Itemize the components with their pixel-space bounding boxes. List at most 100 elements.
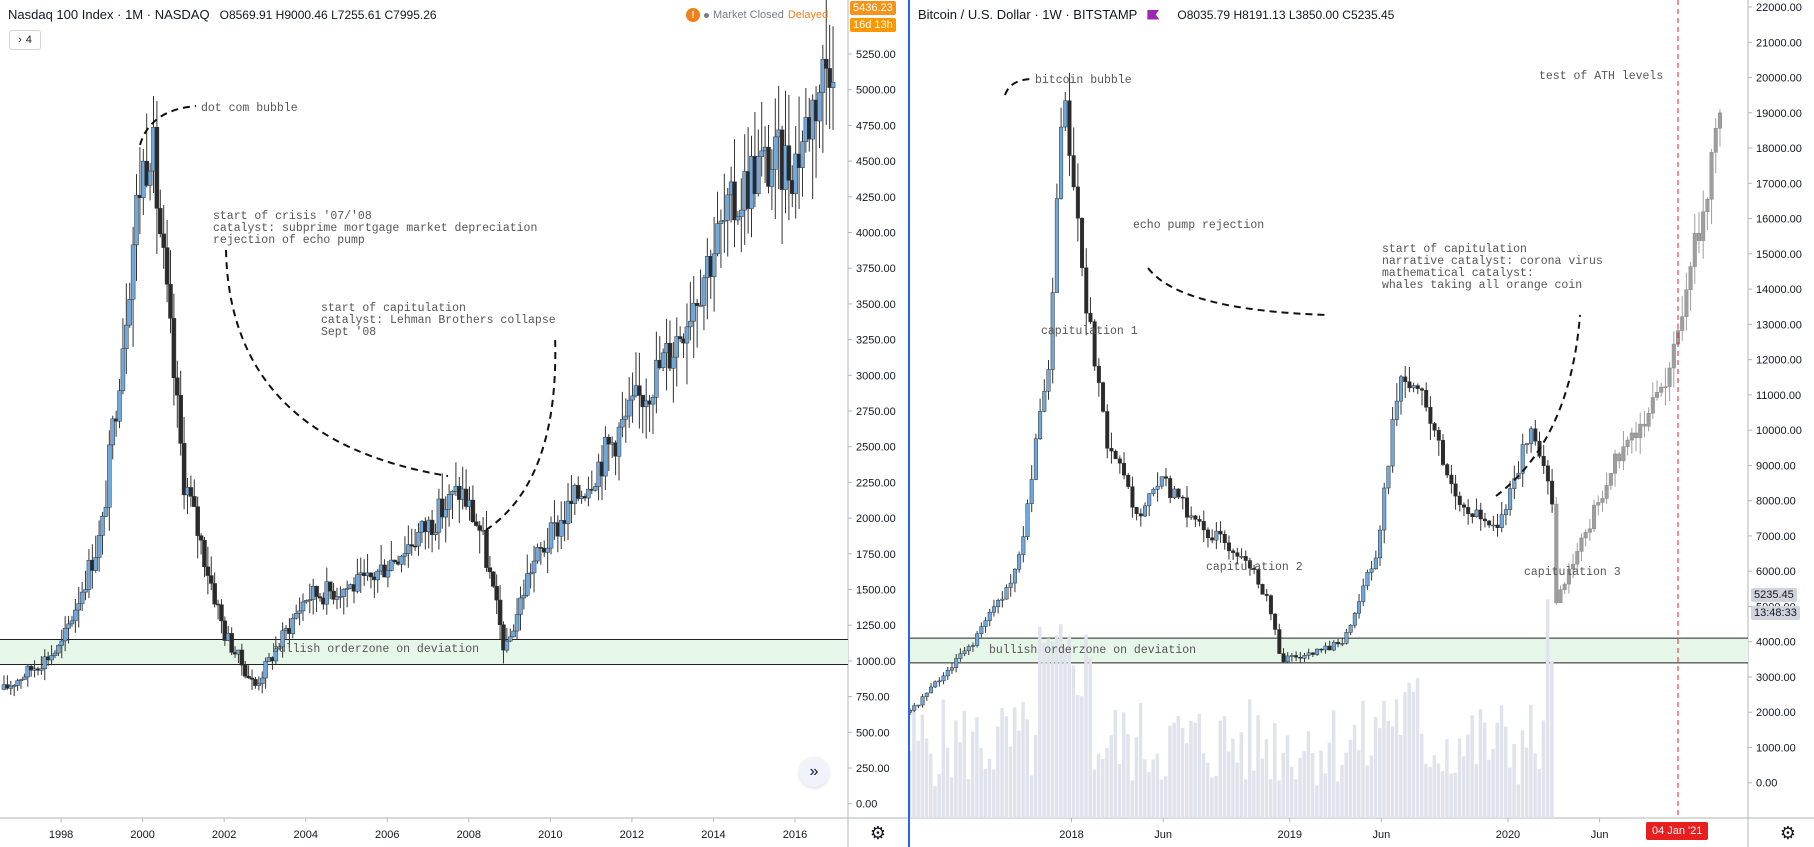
annotation-text: test of ATH levels bbox=[1539, 70, 1663, 83]
candle-body bbox=[1319, 648, 1324, 651]
candle-body bbox=[565, 500, 571, 524]
candle-body bbox=[1101, 382, 1106, 412]
candle-body bbox=[324, 581, 330, 605]
volume-bar bbox=[1352, 724, 1357, 818]
volume-bar bbox=[1138, 702, 1143, 818]
volume-bar bbox=[1210, 777, 1214, 818]
candle-body bbox=[1621, 446, 1626, 462]
nasdaq-chart[interactable]: 0.00 250.00 500.00 750.00 1000.00 1250.00 1500… bbox=[0, 0, 908, 847]
candle-body bbox=[735, 216, 741, 221]
volume-bar bbox=[1537, 769, 1542, 818]
candle-body bbox=[1461, 504, 1466, 508]
candle-body bbox=[1499, 514, 1504, 528]
volume-bar bbox=[1508, 767, 1512, 818]
pane-divider[interactable] bbox=[908, 0, 910, 847]
candle-body bbox=[1231, 550, 1236, 553]
nasdaq-chart-pane[interactable]: 0.00 250.00 500.00 750.00 1000.00 1250.00 1500… bbox=[0, 0, 908, 847]
price-tick-label: 4000.00 bbox=[856, 227, 896, 239]
candle-body bbox=[154, 126, 160, 209]
candle-body bbox=[1117, 458, 1122, 464]
price-tick-label: 3000.00 bbox=[1756, 672, 1796, 684]
candle-body bbox=[450, 490, 455, 495]
symbol-title[interactable]: Nasdaq 100 Index · 1M · NASDAQ bbox=[8, 7, 210, 22]
indicators-toggle-button[interactable]: › 4 bbox=[9, 30, 41, 50]
settings-gear-icon[interactable]: ⚙ bbox=[869, 822, 887, 843]
candle-body bbox=[1403, 376, 1408, 382]
candle-body bbox=[518, 597, 523, 615]
candle-body bbox=[1709, 152, 1714, 200]
candle-body bbox=[273, 648, 279, 662]
candle-body bbox=[1604, 485, 1609, 499]
candle-body bbox=[1587, 528, 1592, 533]
candle-body bbox=[626, 399, 632, 417]
candle-body bbox=[239, 649, 245, 666]
volume-bar bbox=[1499, 705, 1504, 818]
time-tick-label: 2000 bbox=[130, 829, 154, 841]
candle-body bbox=[1386, 465, 1391, 489]
candle-body bbox=[1667, 367, 1672, 387]
candle-body bbox=[198, 535, 204, 541]
candle-body bbox=[73, 609, 78, 622]
time-tick-label: 2014 bbox=[701, 829, 725, 841]
volume-bar bbox=[1382, 701, 1386, 818]
candle-body bbox=[1470, 513, 1475, 517]
annotation-text: start of capitulation bbox=[1382, 243, 1527, 256]
scroll-to-realtime-button[interactable]: » bbox=[799, 757, 829, 787]
candle-body bbox=[1105, 411, 1110, 449]
price-tick-label: 250.00 bbox=[856, 763, 890, 775]
candle-body bbox=[120, 348, 126, 391]
volume-bar bbox=[1273, 723, 1277, 818]
price-tick-label: 500.00 bbox=[856, 727, 890, 739]
volume-bar bbox=[1520, 730, 1525, 818]
candle-body bbox=[1050, 292, 1055, 370]
candle-body bbox=[1445, 464, 1450, 476]
candle-body bbox=[1478, 509, 1483, 520]
settings-gear-icon[interactable]: ⚙ bbox=[1779, 822, 1797, 843]
candle-body bbox=[402, 553, 408, 557]
candle-body bbox=[1692, 233, 1697, 267]
volume-bar bbox=[1096, 753, 1101, 818]
volume-bar bbox=[1361, 700, 1365, 818]
candle-body bbox=[715, 223, 720, 255]
candle-body bbox=[399, 555, 404, 565]
bitcoin-chart-pane[interactable]: 0.001000.002000.003000.004000.005000.006… bbox=[910, 0, 1814, 847]
candle-body bbox=[1579, 537, 1584, 552]
candle-body bbox=[110, 418, 115, 446]
volume-bar bbox=[1550, 660, 1554, 818]
time-tick-label: 2020 bbox=[1496, 829, 1520, 841]
candle-body bbox=[1617, 453, 1622, 462]
candle-body bbox=[1201, 521, 1206, 531]
candle-body bbox=[11, 685, 17, 687]
candle-body bbox=[606, 436, 612, 445]
candle-body bbox=[56, 645, 61, 654]
price-tick-label: 10000.00 bbox=[1756, 425, 1802, 437]
bitcoin-chart[interactable]: 0.001000.002000.003000.004000.005000.006… bbox=[910, 0, 1814, 847]
volume-bar bbox=[1226, 751, 1231, 818]
price-tick-label: 2250.00 bbox=[856, 477, 896, 489]
market-status[interactable]: ! Market Closed Delayed bbox=[686, 8, 828, 22]
volume-bar bbox=[1042, 642, 1046, 818]
symbol-title[interactable]: Bitcoin / U.S. Dollar · 1W · BITSTAMP bbox=[918, 7, 1138, 22]
candle-body bbox=[96, 535, 102, 558]
candle-body bbox=[1415, 385, 1420, 389]
candle-body bbox=[1033, 438, 1038, 480]
candle-body bbox=[1650, 397, 1655, 414]
volume-bar bbox=[920, 714, 925, 818]
candle-body bbox=[1436, 430, 1441, 441]
volume-bar bbox=[1445, 739, 1449, 818]
candle-body bbox=[293, 613, 299, 619]
candle-body bbox=[732, 181, 737, 221]
orderzone-label: bullish orderzone on deviation bbox=[272, 643, 479, 656]
candle-body bbox=[1222, 533, 1227, 543]
flag-icon[interactable] bbox=[1147, 9, 1160, 20]
price-tick-label: 7000.00 bbox=[1756, 531, 1796, 543]
candle-body bbox=[1613, 453, 1618, 474]
annotation-dashed-curve bbox=[1147, 267, 1328, 316]
candle-body bbox=[406, 544, 411, 554]
candle-body bbox=[949, 667, 954, 671]
volume-bar bbox=[1222, 716, 1227, 818]
candle-body bbox=[954, 658, 959, 668]
candle-body bbox=[1239, 556, 1244, 558]
candle-body bbox=[1629, 432, 1634, 441]
candle-body bbox=[975, 633, 980, 646]
